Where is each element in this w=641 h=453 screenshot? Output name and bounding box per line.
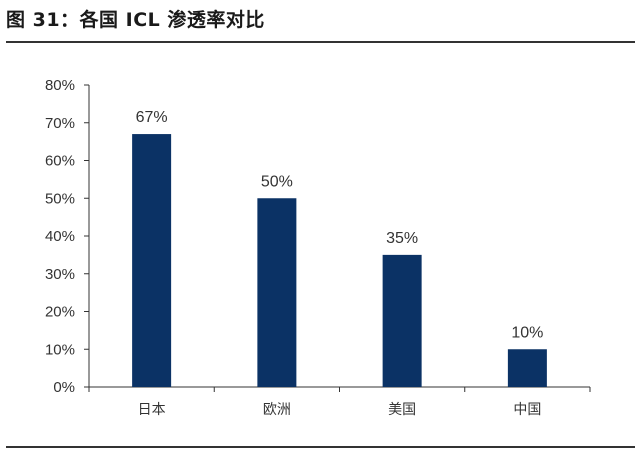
data-label: 67%: [136, 109, 168, 126]
bar: [132, 134, 172, 387]
x-axis-categories: 日本 欧洲 美国 中国: [138, 402, 542, 418]
y-tick-label: 20%: [45, 304, 75, 321]
title-divider: [6, 41, 635, 43]
bottom-divider: [6, 446, 635, 448]
category-label: 美国: [388, 402, 416, 418]
y-tick-label: 70%: [45, 115, 75, 132]
category-label: 日本: [138, 402, 166, 418]
category-label: 中国: [513, 402, 541, 418]
y-tick-label: 80%: [45, 77, 75, 94]
bar: [507, 349, 547, 387]
y-tick-label: 50%: [45, 190, 75, 207]
y-tick-label: 10%: [45, 341, 75, 358]
data-labels: 67% 50% 35% 10%: [136, 109, 544, 341]
y-tick-label: 60%: [45, 153, 75, 170]
y-tick-label: 30%: [45, 266, 75, 283]
data-label: 50%: [261, 173, 293, 190]
data-label: 35%: [386, 230, 418, 247]
chart-bars: [132, 134, 547, 387]
y-axis-ticks: 0% 10% 20% 30% 40% 50% 60% 70% 80%: [45, 77, 89, 396]
category-label: 欧洲: [263, 402, 291, 418]
bar: [382, 254, 422, 387]
bar: [257, 198, 297, 387]
y-tick-label: 40%: [45, 228, 75, 245]
figure-title: 图 31：各国 ICL 渗透率对比: [6, 9, 265, 31]
y-tick-label: 0%: [53, 379, 75, 396]
data-label: 10%: [511, 324, 543, 341]
